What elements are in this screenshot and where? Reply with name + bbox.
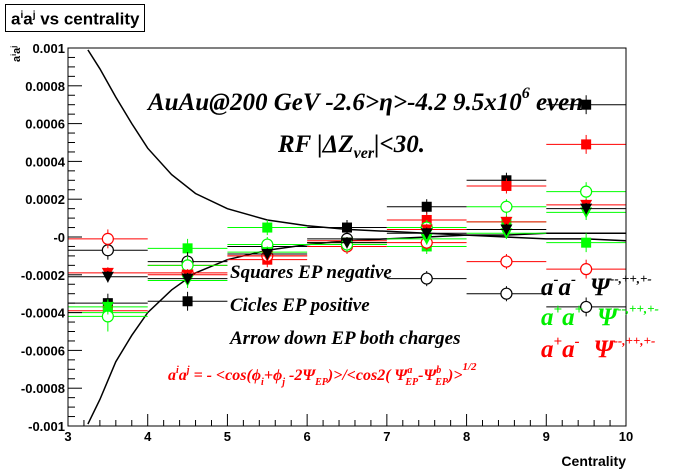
x-tick-label: 10 [619, 429, 633, 444]
x-tick-label: 5 [224, 429, 231, 444]
data-point [546, 202, 626, 215]
y-tick-label: -0.0004 [21, 306, 66, 321]
data-point [386, 271, 467, 287]
triangle-marker [420, 233, 433, 245]
formula: aiaj = - <cos(ϕi+ϕj -2ΨEP)>/<cos2( Ψa EP-… [168, 361, 477, 388]
legend-circles: Cicles EP positive [230, 295, 370, 316]
x-tick-label: 8 [463, 429, 470, 444]
data-point [386, 227, 467, 240]
data-point [466, 223, 547, 236]
data-point [546, 297, 626, 317]
square-marker [421, 214, 432, 225]
label-a-minus-a-minus: a-a- Ψ--,++,+- [541, 271, 652, 301]
y-tick-label: 0.001 [32, 41, 65, 56]
x-tick-label: 4 [144, 429, 152, 444]
circle-marker [500, 287, 513, 300]
square-marker [182, 243, 193, 254]
circle-marker [580, 300, 593, 314]
triangle-marker [580, 203, 593, 215]
curve-upper [87, 49, 627, 242]
y-tick-label: -0.0008 [21, 381, 65, 396]
square-marker [581, 237, 592, 248]
x-tick-label: 3 [64, 429, 71, 444]
legend-squares: Squares EP negative [230, 262, 392, 283]
y-tick-label: 0.0002 [25, 192, 65, 207]
data-point [307, 237, 387, 249]
triangle-marker [181, 273, 194, 285]
square-marker [581, 99, 592, 110]
triangle-marker [500, 224, 513, 236]
data-point [68, 299, 148, 315]
data-point [68, 271, 148, 283]
y-tick-label: -0.0002 [21, 268, 65, 283]
data-point [466, 286, 547, 302]
data-point [546, 233, 626, 253]
y-tick-label: 0.0008 [25, 79, 65, 94]
circle-marker [420, 272, 433, 285]
square-marker [262, 222, 273, 233]
square-marker [182, 296, 193, 307]
x-tick-label: 6 [304, 429, 311, 444]
data-point [466, 254, 547, 270]
circle-marker [500, 200, 513, 213]
triangle-marker [341, 237, 353, 249]
data-point [147, 255, 228, 275]
x-tick-label: 9 [543, 429, 550, 444]
x-tick-label: 7 [383, 429, 390, 444]
square-marker [342, 222, 352, 233]
circle-marker [500, 255, 513, 268]
data-point [227, 248, 308, 261]
y-tick-label: 0.0006 [25, 117, 65, 132]
data-point [546, 259, 626, 279]
data-point [546, 95, 626, 115]
triangle-marker [500, 216, 513, 228]
triangle-marker [101, 271, 114, 283]
data-point [466, 199, 547, 215]
triangle-marker [261, 249, 274, 261]
y-tick-label: -0.0006 [21, 343, 65, 358]
circle-marker [580, 185, 593, 198]
triangle-marker [101, 301, 114, 313]
square-marker [581, 139, 592, 150]
x-axis-label: Centrality [561, 453, 626, 469]
data-point [546, 182, 626, 202]
label-a-plus-a-minus: a+a- Ψ--,++,+- [541, 333, 655, 363]
data-point [147, 272, 228, 285]
triangle-marker [420, 228, 433, 240]
chart-title: aiaj vs centrality [5, 4, 146, 32]
y-axis-label: aiaj [11, 46, 23, 62]
legend-arrows: Arrow down EP both charges [229, 328, 461, 349]
data-point [147, 291, 228, 311]
data-point [227, 219, 308, 236]
data-point [466, 178, 547, 194]
y-tick-label: -0 [53, 230, 65, 245]
y-tick-label: 0.0004 [25, 154, 66, 169]
annotation-zvertex: RF |ΔZver|<30. [277, 131, 425, 162]
y-tick-label: -0.001 [28, 419, 65, 434]
circle-marker [101, 232, 114, 245]
annotation-dataset: AuAu@200 GeV -2.6>η>-4.2 9.5x106 even [146, 85, 583, 116]
circle-marker [580, 263, 593, 276]
label-a-plus-a-plus: a+a+ Ψ--,++,+- [541, 301, 659, 331]
data-point [386, 199, 467, 215]
square-marker [501, 180, 512, 191]
data-point [546, 134, 626, 154]
square-marker [421, 201, 432, 212]
curve-lower [87, 232, 626, 425]
data-point [68, 229, 148, 249]
